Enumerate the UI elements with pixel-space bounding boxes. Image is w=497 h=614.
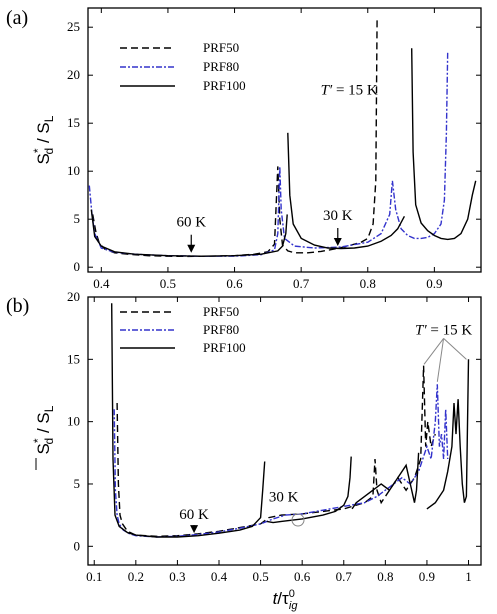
y-tick-label: 0 <box>74 259 81 274</box>
series-line-prf100 <box>411 48 477 241</box>
x-axis-label-b: t/τ0 ig <box>273 588 299 612</box>
y-tick-label: 10 <box>67 163 80 178</box>
series-group-b <box>111 303 470 538</box>
legend-label-prf50: PRF50 <box>203 40 239 55</box>
y-tick-label: 15 <box>67 351 80 366</box>
panel-b: (b) S*d / SL t/τ0 ig 0.1 0.2 0.3 0.4 0.5 0.6 0.… <box>6 289 482 612</box>
x-tick-label: 0.5 <box>160 276 176 291</box>
x-tick-label: 0.3 <box>169 569 185 584</box>
x-tick-label: 0.9 <box>419 569 435 584</box>
x-tick-label: 0.9 <box>426 276 442 291</box>
series-line-prf80 <box>88 51 449 257</box>
panel-label-a: (a) <box>6 7 28 29</box>
annotation-text: T′ = 15 K <box>415 322 472 338</box>
ticks-a: 0.4 0.5 0.6 0.7 0.8 0.9 0 5 10 15 20 25 <box>67 8 481 291</box>
x-tick-label: 0.6 <box>294 569 311 584</box>
series-line-prf100 <box>111 303 266 538</box>
series-line-prf100 <box>266 456 352 524</box>
annotation-arrow-head <box>333 238 342 246</box>
y-tick-label: 0 <box>74 538 81 553</box>
series-group-a <box>88 17 477 258</box>
x-tick-label: 0.6 <box>226 276 243 291</box>
series-line-prf100 <box>90 209 288 257</box>
annotation-text: 60 K <box>176 215 206 231</box>
plot-area-a <box>87 7 482 273</box>
highlight-circle <box>291 513 305 527</box>
legend-label-prf50: PRF50 <box>203 304 239 319</box>
annotations-b: 60 K 30 K T′ = 15 K <box>179 322 472 534</box>
annotation-arrow-head <box>190 525 199 534</box>
legend-label-prf100: PRF100 <box>203 78 246 93</box>
legend-a: PRF50 PRF80 PRF100 <box>120 40 246 93</box>
annotation-text: T′ = 15 K <box>321 82 378 98</box>
y-tick-label: 20 <box>67 289 80 304</box>
panel-a: (a) S*d / SL 0.4 0.5 0.6 0.7 0.8 0.9 0 5 10 15 20 2… <box>6 7 482 291</box>
series-line-prf100 <box>351 452 420 510</box>
y-axis-label-b: S*d / SL <box>31 405 56 454</box>
x-tick-label: 0.4 <box>93 276 110 291</box>
plot-area-b <box>87 296 482 566</box>
y-tick-label: 5 <box>74 211 81 226</box>
annotations-a: 60 K 30 K T′ = 15 K <box>176 82 378 253</box>
annotation-text: 60 K <box>179 507 209 523</box>
series-line-prf50 <box>116 365 436 538</box>
series-line-prf100 <box>287 132 406 250</box>
series-line-prf80 <box>113 384 449 538</box>
series-line-prf100 <box>426 359 470 510</box>
x-tick-label: 0.4 <box>211 569 228 584</box>
y-tick-label: 15 <box>67 115 80 130</box>
annotation-text: 30 K <box>323 208 353 224</box>
x-tick-label: 0.7 <box>336 569 353 584</box>
legend-b: PRF50 PRF80 PRF100 <box>120 304 246 355</box>
legend-label-prf100: PRF100 <box>203 340 246 355</box>
legend-label-prf80: PRF80 <box>203 59 239 74</box>
y-axis-label-a: S*d / SL <box>31 115 56 164</box>
legend-label-prf80: PRF80 <box>203 322 239 337</box>
annotation-pointer <box>436 338 445 382</box>
x-tick-label: 0.8 <box>377 569 393 584</box>
y-tick-label: 10 <box>67 414 80 429</box>
panel-label-b: (b) <box>6 295 29 317</box>
y-tick-label: 20 <box>67 67 80 82</box>
x-tick-label: 0.2 <box>128 569 144 584</box>
annotation-pointer <box>443 338 467 360</box>
x-tick-label: 1 <box>465 569 472 584</box>
y-tick-label: 25 <box>67 19 80 34</box>
x-tick-label: 0.1 <box>86 569 102 584</box>
annotation-text: 30 K <box>269 489 299 505</box>
y-tick-label: 5 <box>74 476 81 491</box>
x-tick-label: 0.7 <box>293 276 310 291</box>
annotation-arrow-head <box>187 244 196 253</box>
annotation-pointer <box>423 338 444 365</box>
x-tick-label: 0.8 <box>360 276 376 291</box>
x-tick-label: 0.5 <box>252 569 268 584</box>
